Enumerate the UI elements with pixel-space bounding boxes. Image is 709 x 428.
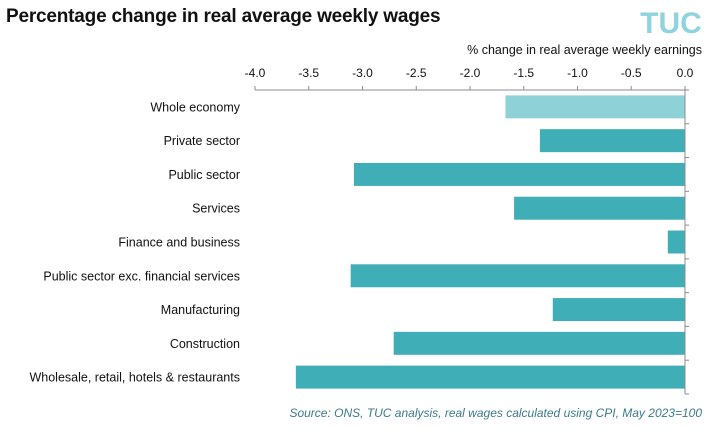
chart-title: Percentage change in real average weekly… (6, 6, 441, 27)
x-tick-label: -3.5 (298, 66, 319, 80)
bar (514, 196, 685, 220)
x-tick-label: 0.0 (677, 66, 694, 80)
bar (505, 95, 685, 119)
category-label: Private sector (164, 134, 240, 148)
x-tick-label: -2.5 (406, 66, 427, 80)
source-note: Source: ONS, TUC analysis, real wages ca… (289, 406, 702, 420)
bar (393, 331, 685, 355)
x-tick-label: -1.0 (567, 66, 588, 80)
bar (552, 298, 685, 322)
category-label: Finance and business (118, 236, 240, 250)
category-label: Construction (170, 337, 240, 351)
x-tick-label: -3.0 (352, 66, 373, 80)
x-tick-label: -0.5 (621, 66, 642, 80)
category-label: Public sector exc. financial services (43, 269, 240, 283)
logo-text: TUC (640, 7, 702, 40)
x-tick-label: -4.0 (245, 66, 266, 80)
category-label: Services (192, 202, 240, 216)
bar (667, 230, 685, 254)
category-label: Public sector (168, 168, 240, 182)
x-tick-label: -2.0 (460, 66, 481, 80)
tuc-logo: TUC (640, 7, 702, 40)
category-label: Whole economy (150, 100, 240, 114)
category-label: Wholesale, retail, hotels & restaurants (29, 371, 240, 385)
bar (350, 264, 685, 288)
bar (353, 162, 685, 186)
x-tick-label: -1.5 (513, 66, 534, 80)
x-axis-title: % change in real average weekly earnings (467, 43, 702, 57)
bar (295, 365, 685, 389)
bar (539, 129, 685, 153)
category-label: Manufacturing (161, 303, 240, 317)
